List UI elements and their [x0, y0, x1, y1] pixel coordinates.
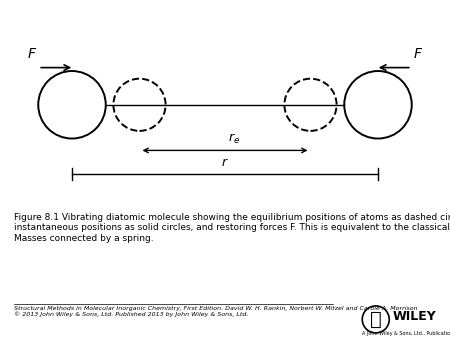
Text: WILEY: WILEY [393, 310, 436, 322]
Text: Ⓦ: Ⓦ [370, 310, 382, 329]
Text: $\it{F}$: $\it{F}$ [27, 47, 37, 61]
Text: Figure 8.1 Vibrating diatomic molecule showing the equilibrium positions of atom: Figure 8.1 Vibrating diatomic molecule s… [14, 213, 450, 243]
Text: $r_e$: $r_e$ [228, 132, 240, 146]
Text: A John Wiley & Sons, Ltd., Publication: A John Wiley & Sons, Ltd., Publication [362, 331, 450, 336]
Text: $\it{F}$: $\it{F}$ [413, 47, 423, 61]
Text: $r$: $r$ [221, 156, 229, 169]
Text: Structural Methods in Molecular Inorganic Chemistry, First Edition. David W. H. : Structural Methods in Molecular Inorgani… [14, 306, 417, 317]
